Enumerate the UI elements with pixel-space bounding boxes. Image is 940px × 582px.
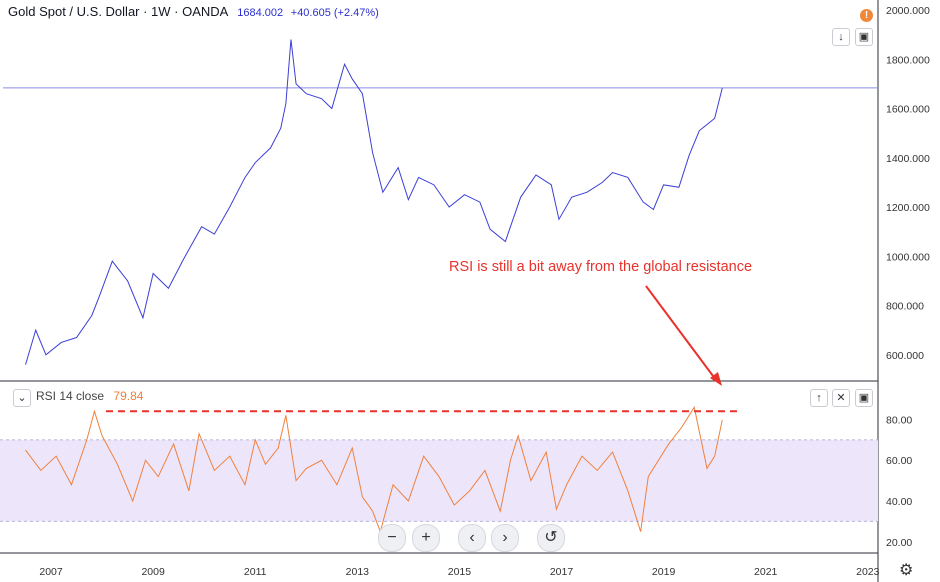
symbol-header: Gold Spot / U.S. Dollar · 1W · OANDA 168… [8,4,379,19]
x-tick-label: 2007 [39,566,63,578]
y-tick-label: 1600.000 [886,104,930,116]
rsi-value: 79.84 [113,389,144,403]
rsi-band [0,439,878,522]
x-tick-label: 2011 [244,566,267,578]
rsi-line [25,405,723,534]
rsi-y-tick-label: 40.00 [886,496,912,508]
arrow-head [710,372,722,386]
annotation-arrow [645,285,717,381]
rsi-legend: RSI 14 close 79.84 [36,389,143,403]
x-tick-label: 2013 [346,566,370,578]
scroll-left-button[interactable]: ‹ [458,524,486,552]
scroll-right-button[interactable]: › [491,524,519,552]
y-tick-label: 2000.000 [886,5,930,17]
last-price: 1684.002 [237,7,284,19]
y-tick-label: 1000.000 [886,251,930,263]
rsi-y-tick-label: 20.00 [886,537,912,549]
rsi-label: RSI 14 close [36,389,105,403]
arrow-down-icon[interactable]: ↓ [832,28,850,46]
x-tick-label: 2021 [754,566,778,578]
gear-icon[interactable]: ⚙ [899,562,914,579]
arrow-up-icon[interactable]: ↑ [810,389,828,407]
y-tick-label: 1200.000 [886,202,930,214]
x-axis: 2007 2009 2011 2013 2015 2017 2019 2021 2023 [39,566,879,578]
price-change: +40.605 (+2.47%) [290,7,379,19]
collapse-icon[interactable]: ⌄ [13,389,31,407]
y-tick-label: 600.000 [886,350,924,362]
maximize-icon[interactable]: ▣ [855,28,873,46]
y-tick-label: 1800.000 [886,54,930,66]
symbol-title: Gold Spot / U.S. Dollar · 1W · OANDA [8,4,228,19]
x-tick-label: 2015 [448,566,472,578]
close-icon[interactable]: ✕ [832,389,850,407]
x-tick-label: 2023 [856,566,880,578]
zoom-in-button[interactable]: + [412,524,440,552]
y-tick-label: 1400.000 [886,153,930,165]
reset-icon[interactable]: ↺ [537,524,565,552]
rsi-y-tick-label: 60.00 [886,455,912,467]
rsi-y-tick-label: 80.00 [886,414,912,426]
rsi-pane: 80.00 60.00 40.00 20.00 [0,405,912,549]
x-tick-label: 2019 [652,566,676,578]
alert-icon[interactable]: ! [860,9,873,22]
zoom-out-button[interactable]: − [378,524,406,552]
price-line [25,39,723,365]
maximize-icon[interactable]: ▣ [855,389,873,407]
y-tick-label: 800.000 [886,301,924,313]
x-tick-label: 2009 [141,566,165,578]
x-tick-label: 2017 [550,566,574,578]
annotation-text: RSI is still a bit away from the global … [449,259,753,275]
price-pane: 2000.000 1800.000 1600.000 1400.000 1200.000… [3,5,930,365]
